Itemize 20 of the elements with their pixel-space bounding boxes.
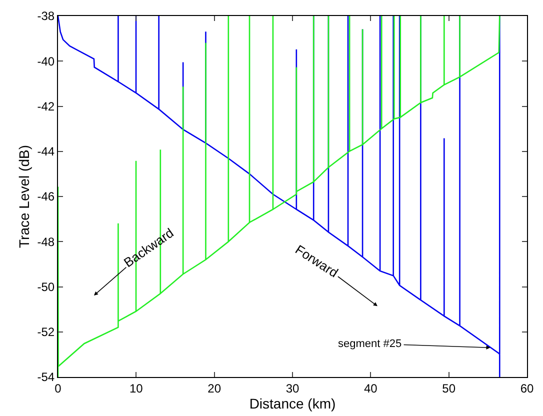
x-tick-label: 0 xyxy=(54,381,62,396)
x-tick-label: 30 xyxy=(286,381,300,396)
y-tick-label: -52 xyxy=(37,325,55,340)
y-tick-label: -48 xyxy=(37,234,55,249)
y-tick-label: -40 xyxy=(37,54,55,68)
y-tick-label: -38 xyxy=(37,9,55,24)
y-axis-title: Trace Level (dB) xyxy=(16,145,32,248)
y-tick-label: -54 xyxy=(37,370,55,384)
annotation: segment #25 xyxy=(338,338,402,350)
x-tick-label: 10 xyxy=(129,381,144,396)
y-tick-label: -44 xyxy=(37,144,55,159)
line-series xyxy=(58,16,500,377)
x-tick-label: 20 xyxy=(208,381,222,396)
x-tick-label: 60 xyxy=(520,381,534,396)
x-tick-label: 50 xyxy=(442,381,456,396)
x-axis-title: Distance (km) xyxy=(249,395,336,412)
y-tick-label: -42 xyxy=(37,99,55,114)
y-tick-label: -50 xyxy=(37,280,55,294)
x-tick-label: 40 xyxy=(364,381,378,396)
y-tick-label: -46 xyxy=(37,190,55,204)
